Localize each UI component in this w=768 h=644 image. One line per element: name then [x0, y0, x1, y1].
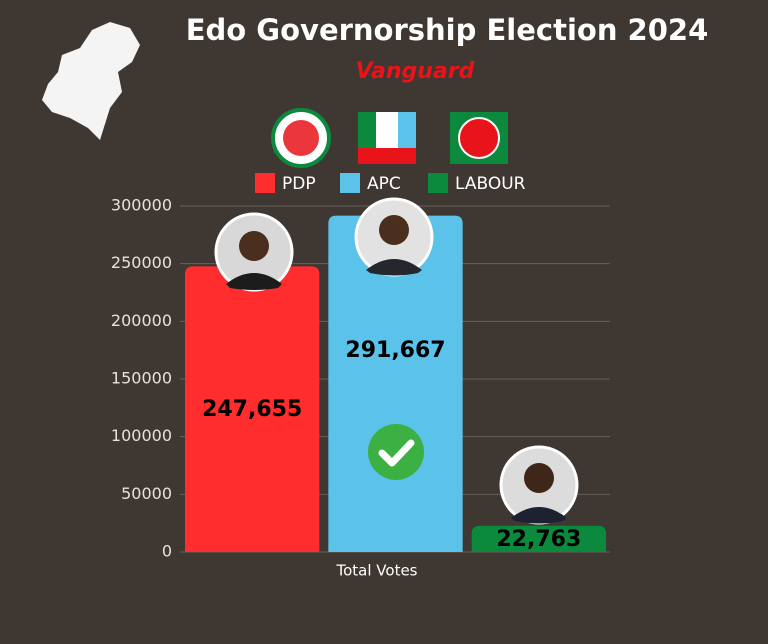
y-tick-label: 0: [162, 542, 172, 561]
y-tick-label: 100000: [111, 426, 172, 445]
chart-title: Edo Governorship Election 2024: [186, 13, 709, 47]
candidate-photos: [214, 197, 579, 525]
y-tick-label: 250000: [111, 253, 172, 272]
legend-swatch: [428, 173, 448, 193]
check-circle: [368, 424, 424, 480]
y-tick-label: 150000: [111, 369, 172, 388]
legend-label: APC: [367, 174, 401, 194]
apc-candidate-body: [366, 259, 422, 276]
apc-candidate-head: [379, 215, 409, 245]
value-label: 22,763: [496, 527, 581, 552]
bar: [471, 525, 606, 552]
apc-logo-green: [358, 112, 376, 148]
apc-logo-blue: [398, 112, 416, 148]
x-tick-label: Total Votes: [336, 562, 418, 580]
y-tick-label: 200000: [111, 311, 172, 330]
legend-label: PDP: [282, 174, 316, 194]
plot: 0 50000 100000 150000 200000 250000 300000 PDP A…: [111, 173, 610, 580]
legend-swatch: [340, 173, 360, 193]
legend-swatch: [255, 173, 275, 193]
check-mark: [378, 439, 415, 467]
labour-logo-inner: [458, 117, 500, 159]
labour-candidate-body: [511, 507, 567, 524]
apc-logo-red: [358, 148, 416, 164]
pdp-candidate-head: [239, 231, 269, 261]
pdp-candidate-body: [226, 273, 282, 290]
pdp-logo-inner: [283, 120, 319, 156]
labour-candidate-head: [524, 463, 554, 493]
bar: [328, 215, 463, 553]
y-tick-label: 50000: [121, 484, 172, 503]
chart-subtitle: Vanguard: [356, 59, 475, 84]
value-label: 247,655: [202, 397, 302, 422]
bar: [185, 266, 320, 552]
state-map: [42, 22, 140, 140]
value-label: 291,667: [345, 338, 445, 363]
legend-label: LABOUR: [455, 174, 526, 194]
winner-check: [368, 424, 424, 480]
party-logos: [271, 108, 508, 168]
y-tick-label: 300000: [111, 196, 172, 215]
